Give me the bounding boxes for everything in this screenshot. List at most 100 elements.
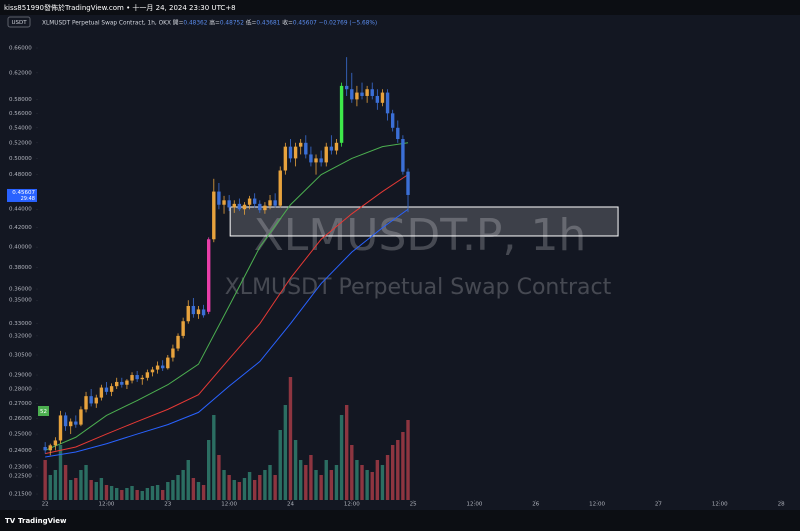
candle-body: [319, 158, 323, 163]
volume-bar: [396, 440, 400, 500]
x-tick-label: 26: [532, 502, 539, 508]
legend-ohlc-label: 開=: [173, 19, 184, 26]
x-tick-label: 22: [42, 502, 49, 508]
candle-body: [161, 365, 165, 369]
y-tick-label: 0.58000: [9, 97, 32, 103]
x-tick-label: 23: [164, 502, 171, 508]
volume-bar: [390, 445, 395, 500]
candle-body: [237, 203, 242, 210]
legend-line: XLMUSDT Perpetual Swap Contract, 1h, OKX…: [42, 18, 377, 26]
volume-bar: [309, 455, 313, 500]
candle-body: [69, 421, 73, 427]
candle-body: [43, 446, 47, 451]
volume-bar: [161, 490, 165, 500]
logo-icon: 𝗧𝗩: [5, 517, 16, 525]
candle-body: [268, 200, 272, 206]
candle-body: [79, 409, 83, 425]
volume-bar: [150, 486, 155, 500]
volume-bar: [104, 485, 109, 500]
candle-body: [135, 375, 139, 380]
volume-bar: [329, 470, 334, 500]
volume-bar: [232, 480, 236, 500]
volume-bar: [222, 470, 226, 500]
candle-body: [206, 239, 211, 312]
volume-bar: [217, 455, 221, 500]
candle-body: [314, 158, 318, 163]
x-tick-label: 27: [655, 502, 662, 508]
volume-bar: [63, 465, 68, 500]
y-tick-label: 0.36000: [9, 287, 32, 293]
candle-body: [370, 89, 374, 96]
candle-body: [63, 415, 68, 427]
y-tick-label: 0.62000: [9, 70, 32, 76]
volume-bar: [283, 405, 288, 500]
volume-bar: [109, 486, 114, 500]
volume-bar: [206, 440, 211, 500]
volume-bar: [304, 465, 308, 500]
candle-body: [176, 335, 180, 349]
legend-ohlc-value: 0.48362: [183, 20, 207, 26]
candle-body: [247, 198, 252, 205]
y-tick-label: 0.56000: [9, 111, 32, 117]
volume-bar: [130, 486, 134, 500]
volume-bar: [84, 465, 88, 500]
volume-bar: [334, 465, 339, 500]
volume-bar: [99, 478, 104, 500]
candle-body: [344, 85, 349, 90]
volume-bar: [196, 482, 201, 500]
candle-body: [263, 205, 267, 211]
volume-bar: [263, 470, 267, 500]
candle-body: [186, 305, 190, 322]
volume-bar: [155, 485, 160, 500]
legend-ohlc-value: 0.45607: [293, 20, 317, 26]
candle-body: [355, 92, 359, 100]
y-tick-label: 0.28000: [9, 386, 32, 392]
legend-ohlc-label: 低=: [246, 18, 257, 26]
volume-bar: [339, 415, 344, 500]
candle-body: [385, 92, 390, 114]
volume-bar: [53, 470, 58, 500]
x-tick-label: 12:00: [344, 502, 360, 508]
candle-body: [232, 203, 236, 208]
volume-bar: [252, 480, 257, 500]
candle-body: [288, 146, 293, 159]
volume-bar: [176, 475, 180, 500]
volume-bar: [166, 482, 170, 500]
footer-bar: [0, 510, 800, 531]
volume-bar: [258, 475, 262, 500]
volume-bar: [242, 478, 247, 500]
volume-bar: [293, 440, 298, 500]
header-bar: [0, 0, 800, 15]
volume-bar: [120, 490, 124, 500]
currency: USDT: [11, 20, 27, 26]
x-tick-label: 12:00: [467, 502, 483, 508]
volume-bar: [324, 460, 328, 500]
volume-bar: [43, 460, 47, 500]
candle-body: [150, 369, 155, 373]
price-label: 0.45607: [12, 190, 35, 196]
candle-body: [74, 421, 78, 425]
y-tick-label: 0.52000: [9, 140, 32, 146]
y-tick-label: 0.23000: [9, 465, 32, 471]
volume-bar: [344, 405, 349, 500]
y-tick-label: 0.40000: [9, 245, 32, 251]
countdown: 29:48: [21, 196, 35, 202]
candle-body: [258, 203, 262, 211]
y-tick-label: 0.24000: [9, 448, 32, 454]
y-tick-label: 0.26000: [9, 416, 32, 422]
volume-bar: [370, 472, 374, 500]
candle-body: [222, 200, 226, 205]
y-tick-label: 0.38000: [9, 265, 32, 271]
candle-body: [89, 396, 93, 404]
y-tick-label: 0.42000: [9, 225, 32, 231]
candle-body: [252, 198, 257, 204]
volume-bar: [278, 430, 282, 500]
candle-body: [309, 154, 313, 163]
volume-bar: [191, 478, 196, 500]
y-tick-label: 0.50000: [9, 156, 32, 162]
candle-body: [196, 309, 201, 315]
y-tick-label: 0.33000: [9, 321, 32, 327]
candle-body: [324, 146, 328, 163]
y-tick-label: 0.48000: [9, 172, 32, 178]
